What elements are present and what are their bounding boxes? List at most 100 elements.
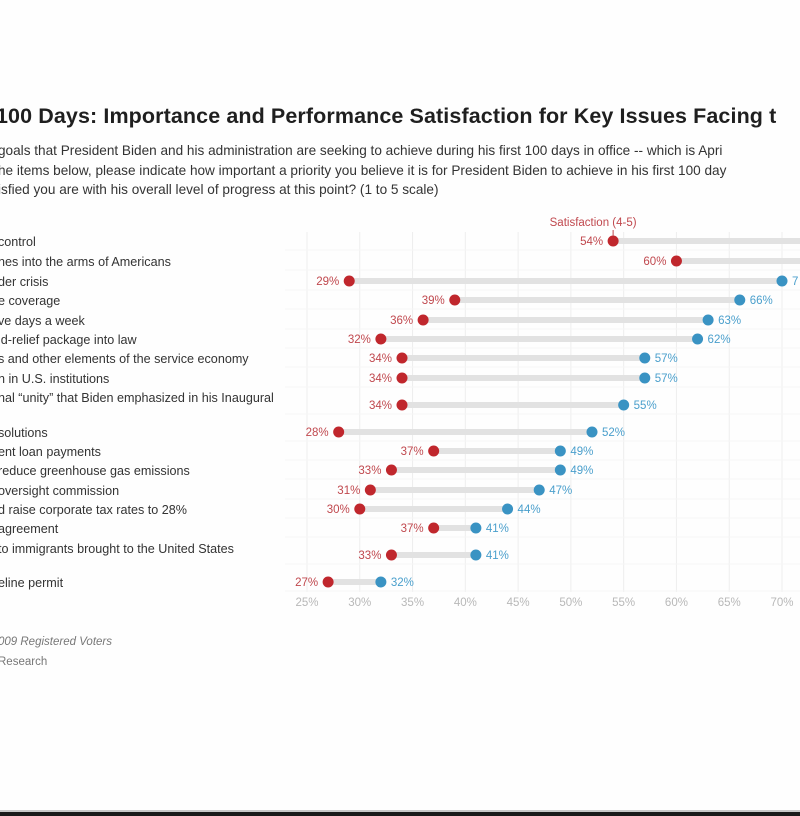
x-tick-label: 30%	[348, 597, 371, 609]
window-bottom-edge	[0, 810, 800, 816]
importance-point	[554, 464, 566, 476]
row-label: to immigrants brought to the United Stat…	[0, 542, 234, 556]
x-axis: 25% 30% 35% 40% 45% 50% 55% 60% 65% 70%	[295, 597, 793, 609]
subtitle-line: goals that President Biden and his admin…	[0, 143, 723, 158]
satisfaction-point	[375, 333, 387, 345]
satisfaction-point	[396, 352, 408, 364]
satisfaction-point	[385, 549, 397, 561]
importance-value-label: 49%	[570, 446, 593, 458]
row-label: nal “unity” that Biden emphasized in his…	[0, 391, 274, 405]
importance-point	[554, 445, 566, 457]
sample-footnote: 009 Registered Voters	[0, 636, 113, 648]
satisfaction-value-label: 28%	[306, 427, 329, 439]
row-label: oversight commission	[0, 484, 120, 498]
satisfaction-point	[449, 294, 461, 306]
importance-value-label: 63%	[718, 315, 741, 327]
satisfaction-value-label: 54%	[580, 236, 603, 248]
satisfaction-value-label: 34%	[369, 400, 392, 412]
satisfaction-point	[396, 399, 408, 411]
row-label: nes into the arms of Americans	[0, 255, 171, 269]
row-label: ent loan payments	[0, 445, 101, 459]
x-tick-label: 35%	[401, 597, 424, 609]
satisfaction-point	[364, 484, 376, 496]
satisfaction-point	[322, 576, 334, 588]
importance-point	[470, 522, 482, 534]
importance-value-label: 66%	[750, 295, 773, 307]
x-tick-label: 40%	[454, 597, 477, 609]
satisfaction-value-label: 36%	[390, 315, 413, 327]
satisfaction-value-label: 60%	[643, 256, 666, 268]
importance-point	[734, 294, 746, 306]
series-annotation-satisfaction: Satisfaction (4-5)	[550, 217, 637, 229]
importance-point	[470, 549, 482, 561]
point-layer	[322, 235, 788, 588]
importance-value-label: 32%	[391, 577, 414, 589]
x-tick-label: 70%	[770, 597, 793, 609]
x-tick-label: 25%	[295, 597, 318, 609]
subtitle-line: he items below, please indicate how impo…	[0, 162, 727, 178]
satisfaction-value-label: 33%	[358, 550, 381, 562]
row-label: agreement	[0, 522, 59, 536]
row-label: id-relief package into law	[0, 333, 137, 347]
importance-value-label: 7	[792, 276, 798, 288]
subtitle-line: isfied you are with his overall level of…	[0, 182, 439, 197]
row-label: reduce greenhouse gas emissions	[0, 464, 190, 478]
satisfaction-value-label: 37%	[401, 446, 424, 458]
importance-value-label: 62%	[708, 334, 731, 346]
importance-value-label: 49%	[570, 465, 593, 477]
importance-point	[586, 426, 598, 438]
x-tick-label: 65%	[718, 597, 741, 609]
satisfaction-point	[333, 426, 345, 438]
importance-value-label: 41%	[486, 523, 509, 535]
satisfaction-point	[354, 503, 366, 515]
satisfaction-point	[607, 235, 619, 247]
x-tick-label: 55%	[612, 597, 635, 609]
satisfaction-point	[670, 255, 682, 267]
importance-point	[618, 399, 630, 411]
importance-point	[502, 503, 514, 515]
importance-value-label: 41%	[486, 550, 509, 562]
importance-point	[776, 275, 788, 287]
satisfaction-value-label: 31%	[337, 485, 360, 497]
importance-point	[639, 372, 651, 384]
satisfaction-point	[428, 445, 440, 457]
satisfaction-value-label: 30%	[327, 504, 350, 516]
x-tick-label: 50%	[559, 597, 582, 609]
satisfaction-value-label: 34%	[369, 373, 392, 385]
importance-value-label: 55%	[634, 400, 657, 412]
satisfaction-value-label: 37%	[401, 523, 424, 535]
satisfaction-value-label: 32%	[348, 334, 371, 346]
importance-point	[639, 352, 651, 364]
satisfaction-point	[417, 314, 429, 326]
satisfaction-point	[385, 464, 397, 476]
importance-point	[375, 576, 387, 588]
row-label: eline permit	[0, 576, 64, 590]
importance-value-label: 57%	[655, 353, 678, 365]
source-footnote: Research	[0, 656, 48, 668]
importance-point	[533, 484, 545, 496]
row-label: n in U.S. institutions	[0, 372, 110, 386]
row-label: e coverage	[0, 294, 61, 308]
label-layer: Satisfaction (4-5) 54% 60% 29% 7 39% 66% 36% 63%…	[295, 217, 798, 589]
chart-title: 100 Days: Importance and Performance Sat…	[0, 104, 777, 128]
satisfaction-point	[343, 275, 355, 287]
importance-value-label: 52%	[602, 427, 625, 439]
chart-subtitle: goals that President Biden and his admin…	[0, 141, 726, 200]
importance-value-label: 47%	[549, 485, 572, 497]
importance-point	[692, 333, 704, 345]
satisfaction-value-label: 34%	[369, 353, 392, 365]
row-label: d raise corporate tax rates to 28%	[0, 503, 188, 517]
grid-layer	[285, 232, 800, 592]
satisfaction-value-label: 27%	[295, 577, 318, 589]
satisfaction-value-label: 39%	[422, 295, 445, 307]
satisfaction-value-label: 29%	[316, 276, 339, 288]
satisfaction-value-label: 33%	[358, 465, 381, 477]
connector-layer	[325, 238, 800, 585]
row-label: solutions	[0, 426, 48, 440]
row-label: s and other elements of the service econ…	[0, 352, 249, 366]
row-label: der crisis	[0, 275, 49, 289]
importance-point	[702, 314, 714, 326]
importance-value-label: 57%	[655, 373, 678, 385]
x-tick-label: 45%	[507, 597, 530, 609]
